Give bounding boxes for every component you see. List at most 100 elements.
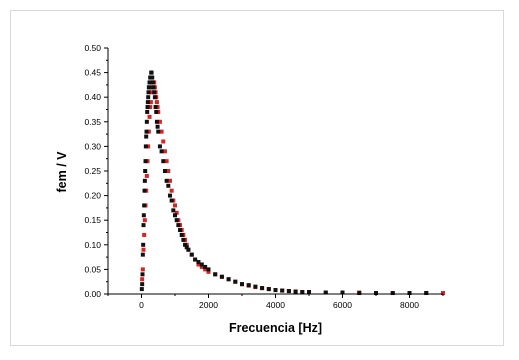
- data-point: [173, 213, 177, 218]
- data-point: [153, 105, 158, 110]
- data-point: [323, 290, 328, 295]
- y-tick-label: 0.20: [84, 191, 101, 201]
- data-point: [142, 203, 147, 208]
- data-point: [184, 245, 189, 250]
- data-point: [162, 169, 167, 173]
- data-point: [286, 289, 291, 294]
- data-point: [152, 90, 157, 95]
- data-point: [173, 203, 177, 208]
- data-point: [181, 237, 186, 242]
- data-point: [374, 291, 378, 296]
- data-point: [206, 269, 211, 274]
- data-point: [183, 242, 188, 247]
- axes: 0.00 0.05 0.10 0.15 0.20 0.25 0.30 0.35 0.40 0.45…: [84, 43, 444, 310]
- data-point: [150, 75, 155, 80]
- data-point: [140, 282, 145, 287]
- data-point: [144, 119, 149, 124]
- data-point: [143, 169, 148, 173]
- y-tick-label: 0.45: [84, 68, 101, 78]
- data-point: [140, 252, 145, 257]
- data-point: [161, 159, 166, 164]
- y-axis-label: fem / V: [55, 151, 69, 193]
- data-point: [199, 262, 204, 267]
- data-point: [166, 183, 171, 188]
- data-point: [441, 291, 445, 296]
- data-point: [141, 223, 146, 228]
- data-point: [159, 149, 164, 154]
- data-point: [155, 124, 160, 129]
- data-point: [152, 95, 157, 100]
- data-point: [144, 129, 149, 134]
- data-point: [159, 129, 164, 134]
- data-point: [206, 267, 211, 272]
- data-point: [155, 105, 160, 110]
- data-point: [140, 267, 145, 272]
- data-point: [147, 85, 152, 90]
- data-point: [154, 109, 159, 114]
- data-point: [164, 159, 169, 164]
- data-point: [148, 100, 153, 105]
- data-point: [280, 288, 285, 293]
- data-point: [143, 159, 148, 164]
- data-point: [340, 290, 345, 295]
- data-point: [233, 279, 238, 284]
- data-point: [147, 80, 152, 85]
- data-point: [167, 193, 172, 198]
- x-tick-label: 6000: [333, 300, 352, 310]
- data-point: [146, 90, 151, 95]
- data-point: [357, 291, 362, 296]
- data-point: [145, 109, 150, 114]
- data-point: [307, 290, 311, 295]
- data-point: [226, 277, 231, 282]
- y-tick-label: 0.00: [84, 289, 101, 299]
- data-point: [240, 282, 244, 287]
- data-point: [166, 169, 171, 173]
- data-point: [145, 159, 150, 164]
- data-point: [142, 188, 147, 193]
- data-point: [186, 247, 191, 252]
- x-tick-label: 8000: [400, 300, 419, 310]
- data-point: [260, 286, 265, 291]
- data-point: [219, 274, 224, 279]
- data-point: [146, 95, 151, 100]
- data-point: [140, 277, 145, 282]
- data-point: [156, 129, 161, 134]
- y-tick-label: 0.05: [84, 264, 101, 274]
- data-point: [156, 109, 161, 114]
- data-point: [167, 178, 172, 183]
- data-point: [424, 291, 429, 296]
- data-point: [149, 70, 154, 75]
- data-point: [144, 134, 149, 139]
- data-point: [154, 100, 159, 105]
- data-point: [169, 188, 174, 193]
- y-tick-label: 0.40: [84, 92, 101, 102]
- data-point: [149, 90, 154, 95]
- data-point: [390, 291, 395, 296]
- data-point: [146, 129, 151, 134]
- data-point: [189, 252, 194, 257]
- chart-frame: [10, 10, 504, 346]
- x-tick-label: 4000: [266, 300, 285, 310]
- data-point: [141, 242, 146, 247]
- data-point: [142, 232, 147, 237]
- data-point: [174, 210, 179, 215]
- data-point: [141, 247, 146, 252]
- data-point: [143, 144, 148, 149]
- data-point: [213, 272, 218, 277]
- data-point: [141, 213, 146, 218]
- plot-area: [139, 70, 445, 296]
- data-point: [193, 257, 198, 262]
- data-point: [300, 290, 305, 295]
- y-tick-label: 0.15: [84, 215, 101, 225]
- data-point: [174, 218, 179, 223]
- data-point: [157, 144, 162, 149]
- data-point: [142, 178, 147, 183]
- data-point: [146, 144, 151, 149]
- data-point: [196, 260, 201, 265]
- data-point: [154, 119, 159, 124]
- data-point: [171, 208, 176, 213]
- data-point: [178, 228, 183, 233]
- data-point: [164, 178, 169, 183]
- y-tick-label: 0.35: [84, 117, 101, 127]
- data-point: [203, 267, 208, 272]
